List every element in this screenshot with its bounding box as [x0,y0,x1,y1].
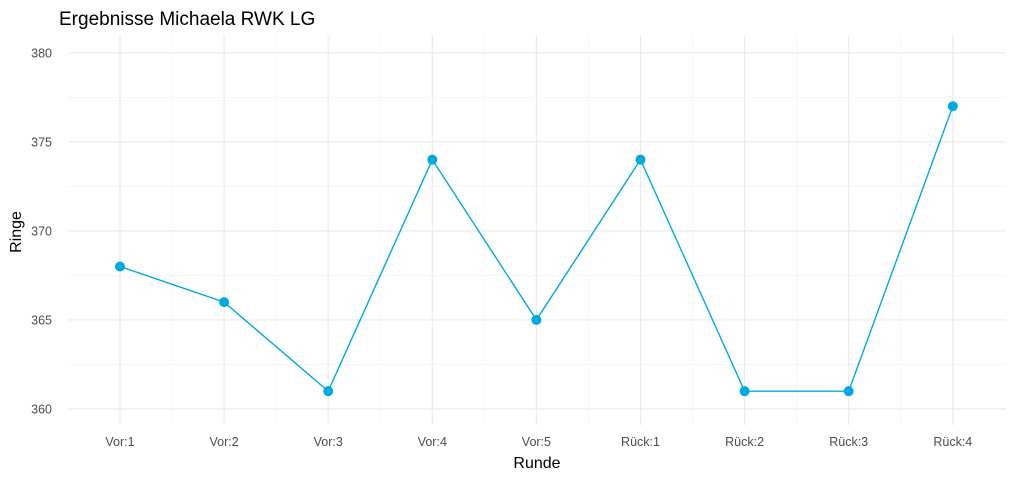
grid [68,35,1006,425]
data-point [115,261,125,272]
data-point [427,154,438,165]
y-tick-label: 375 [31,135,52,149]
y-axis-title: Ringe [8,211,25,253]
series-layer [115,101,958,397]
data-point [219,297,230,308]
x-tick-label: Vor:5 [522,435,551,449]
y-axis-ticks: 360 365 370 375 380 [31,46,52,416]
x-tick-label: Vor:3 [314,435,343,449]
x-tick-label: Rück:3 [829,435,868,449]
x-tick-label: Rück:2 [725,435,764,449]
y-tick-label: 365 [31,313,52,327]
data-point [635,154,646,165]
data-point [531,314,542,325]
x-axis-title: Runde [513,455,560,472]
y-tick-label: 360 [31,402,52,416]
data-point [947,101,958,112]
x-axis-ticks: Vor:1 Vor:2 Vor:3 Vor:4 Vor:5 Rück:1 Rück:2 Rüc… [105,435,972,449]
data-point [843,386,854,397]
data-point [323,386,334,397]
y-tick-label: 380 [31,46,52,60]
y-tick-label: 370 [31,224,52,238]
data-point [739,386,750,397]
x-tick-label: Rück:1 [621,435,660,449]
x-tick-label: Vor:2 [210,435,239,449]
chart-title: Ergebnisse Michaela RWK LG [59,9,315,30]
x-tick-label: Vor:1 [105,435,134,449]
x-tick-label: Rück:4 [933,435,972,449]
x-tick-label: Vor:4 [418,435,447,449]
